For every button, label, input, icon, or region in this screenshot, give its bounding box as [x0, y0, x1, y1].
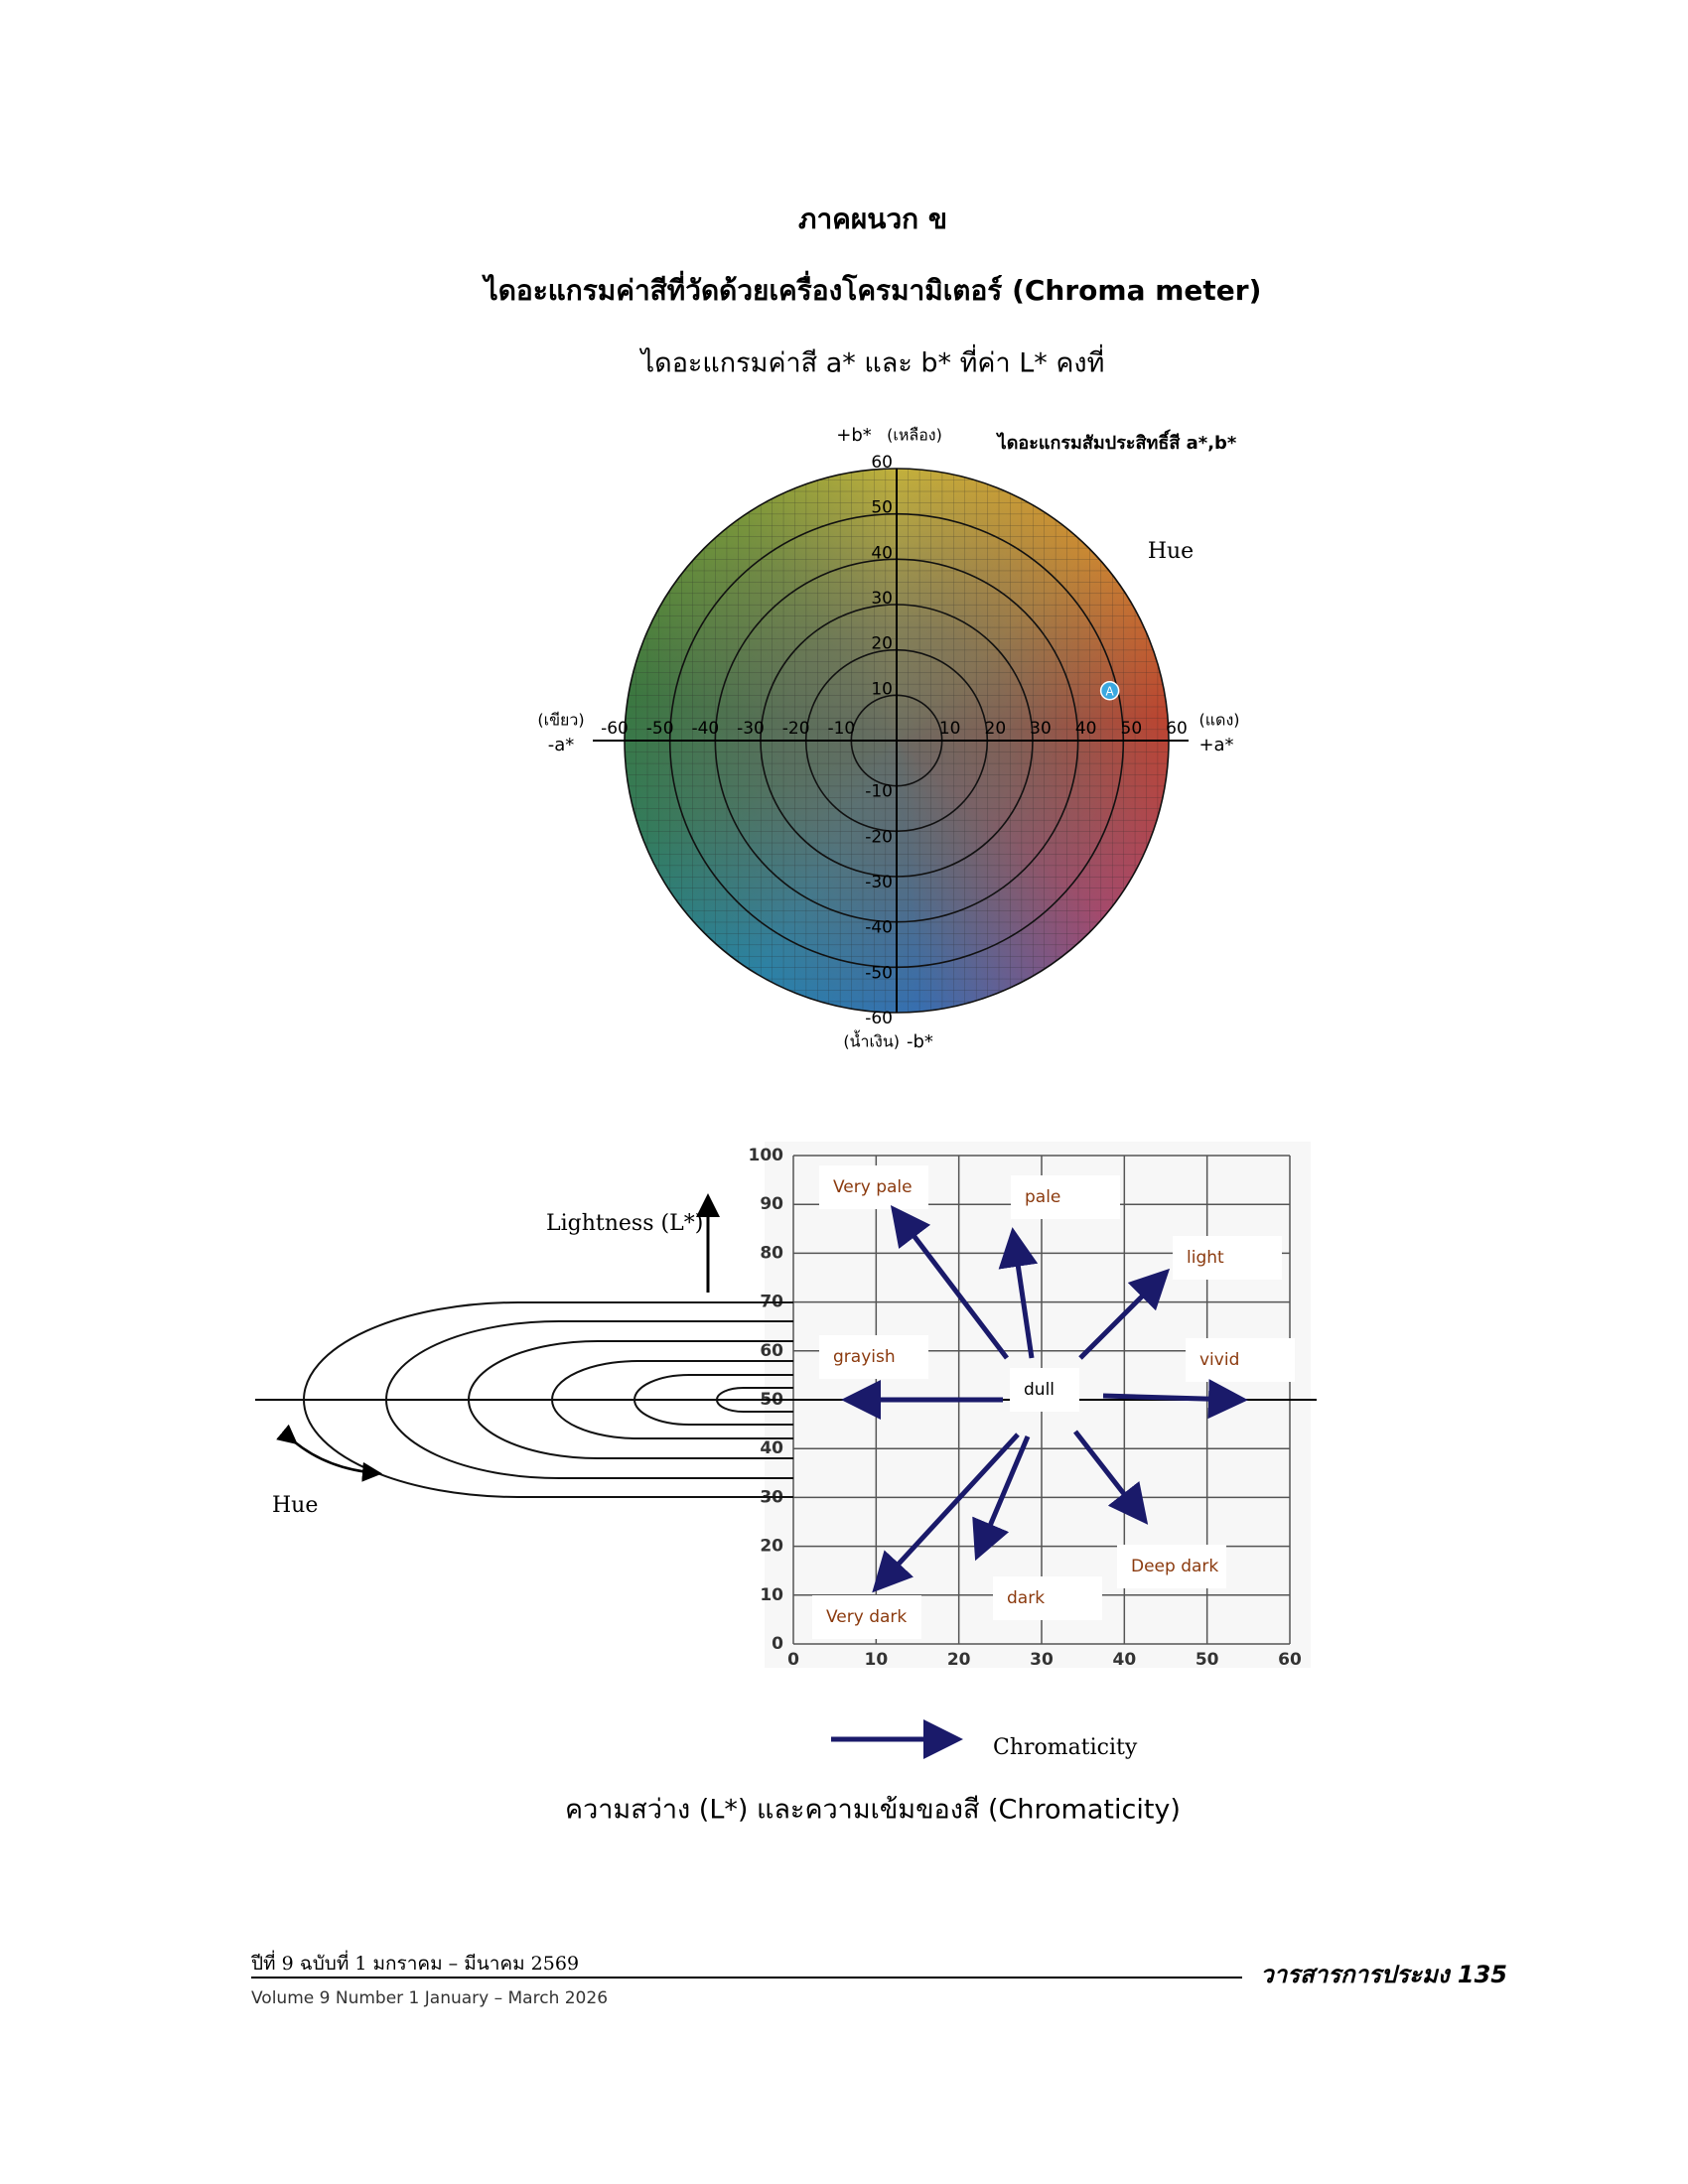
a-tick-label: 20: [985, 719, 1007, 739]
b-tick-label: 20: [871, 634, 893, 654]
x-tick-label: 10: [864, 1650, 888, 1670]
sample-point-label: A: [1106, 684, 1115, 698]
term-box: [1186, 1338, 1295, 1382]
hue-ring: [468, 1340, 793, 1459]
y-tick-label: 80: [760, 1243, 783, 1263]
term-arrow: [972, 1435, 1031, 1562]
term-label: pale: [1025, 1187, 1060, 1207]
hue-ring: [716, 1387, 793, 1413]
y-tick-label: 0: [772, 1634, 783, 1654]
x-tick-label: 20: [947, 1650, 971, 1670]
term-arrow: [872, 1433, 1020, 1593]
term-box: [1117, 1545, 1226, 1588]
b-tick-label: -10: [865, 782, 893, 802]
ab-hue-label: Hue: [1148, 539, 1194, 564]
b-tick-label: -20: [865, 827, 893, 847]
term-label: Deep dark: [1131, 1557, 1218, 1576]
chromaticity-label: Chromaticity: [993, 1735, 1138, 1760]
footer-journal: วารสารการประมง 135: [1260, 1961, 1507, 1988]
b-tick-label: -30: [865, 873, 893, 892]
a-tick-label: -60: [601, 719, 629, 739]
appendix-heading: ภาคผนวก ข: [798, 203, 947, 235]
term-label: Very dark: [826, 1607, 907, 1627]
b-tick-label: -40: [865, 918, 893, 938]
term-arrow: [998, 1227, 1039, 1359]
x-tick-label: 0: [787, 1650, 799, 1670]
b-tick-label: 10: [871, 679, 893, 699]
a-tick-label: -20: [782, 719, 810, 739]
term-label: dark: [1007, 1588, 1045, 1608]
minus-b-note: (น้ำเงิน): [843, 1030, 900, 1051]
hue-ring: [303, 1301, 793, 1498]
plus-b-note: (เหลือง): [887, 426, 942, 445]
plus-a-note: (แดง): [1199, 711, 1240, 730]
a-tick-label: 50: [1121, 719, 1143, 739]
figure-caption: ความสว่าง (L*) และความเข้มของสี (Chromat…: [565, 1795, 1181, 1826]
a-tick-label: -30: [737, 719, 765, 739]
b-tick-label: -50: [865, 963, 893, 983]
b-tick-label: 30: [871, 589, 893, 609]
x-tick-label: 50: [1196, 1650, 1219, 1670]
page-title: ไดอะแกรมค่าสีที่วัดด้วยเครื่องโครมามิเตอ…: [482, 270, 1262, 307]
b-tick-label: -60: [865, 1009, 893, 1028]
x-tick-label: 40: [1112, 1650, 1136, 1670]
y-tick-label: 60: [760, 1341, 783, 1361]
footer-thai: ปีที่ 9 ฉบับที่ 1 มกราคม – มีนาคม 2569: [250, 1950, 579, 1975]
b-tick-label: 60: [871, 453, 893, 473]
plus-b-label: +b*: [836, 425, 872, 446]
term-arrow: [890, 1205, 1009, 1360]
ab-diagram-title: ไดอะแกรมสัมประสิทธิ์สี a*,b*: [996, 429, 1237, 454]
y-tick-label: 90: [760, 1194, 783, 1214]
term-box: [819, 1165, 928, 1209]
footer-english: Volume 9 Number 1 January – March 2026: [251, 1988, 608, 2008]
term-label: dull: [1024, 1380, 1055, 1400]
a-tick-label: 10: [939, 719, 961, 739]
sample-point: [1099, 681, 1120, 701]
plus-a-label: +a*: [1198, 735, 1233, 755]
term-arrow: [1102, 1379, 1248, 1420]
term-box: [812, 1595, 921, 1639]
term-box: [993, 1576, 1102, 1620]
b-tick-label: 40: [871, 543, 893, 563]
b-tick-label: 50: [871, 498, 893, 518]
a-tick-label: -10: [827, 719, 855, 739]
a-tick-label: -50: [646, 719, 674, 739]
term-box: [1010, 1368, 1079, 1412]
minus-a-note: (เขียว): [537, 711, 584, 730]
hue-ring: [633, 1374, 793, 1426]
x-tick-label: 30: [1030, 1650, 1054, 1670]
term-box: [819, 1335, 928, 1379]
hue-label: Hue: [272, 1493, 318, 1518]
term-label: light: [1187, 1248, 1224, 1268]
hue-ring: [551, 1360, 793, 1439]
y-tick-label: 40: [760, 1438, 783, 1458]
term-arrow: [1078, 1268, 1171, 1360]
a-tick-label: 60: [1166, 719, 1188, 739]
a-tick-label: -40: [691, 719, 719, 739]
hue-ring: [385, 1320, 793, 1479]
term-label: Very pale: [833, 1177, 913, 1197]
x-tick-label: 60: [1278, 1650, 1302, 1670]
minus-a-label: -a*: [548, 735, 575, 755]
y-tick-label: 20: [760, 1537, 783, 1557]
term-box: [1011, 1175, 1120, 1219]
hue-arrow: [276, 1424, 382, 1482]
term-label: grayish: [833, 1347, 896, 1367]
term-label: vivid: [1199, 1350, 1239, 1370]
y-tick-label: 100: [749, 1146, 784, 1165]
a-tick-label: 40: [1075, 719, 1097, 739]
page-subtitle: ไดอะแกรมค่าสี a* และ b* ที่ค่า L* คงที่: [639, 344, 1105, 379]
a-tick-label: 30: [1030, 719, 1052, 739]
minus-b-label: -b*: [907, 1031, 933, 1052]
y-tick-label: 10: [760, 1585, 783, 1605]
term-box: [1173, 1236, 1282, 1280]
lightness-label: Lightness (L*): [546, 1211, 703, 1236]
term-arrow: [1073, 1430, 1149, 1525]
